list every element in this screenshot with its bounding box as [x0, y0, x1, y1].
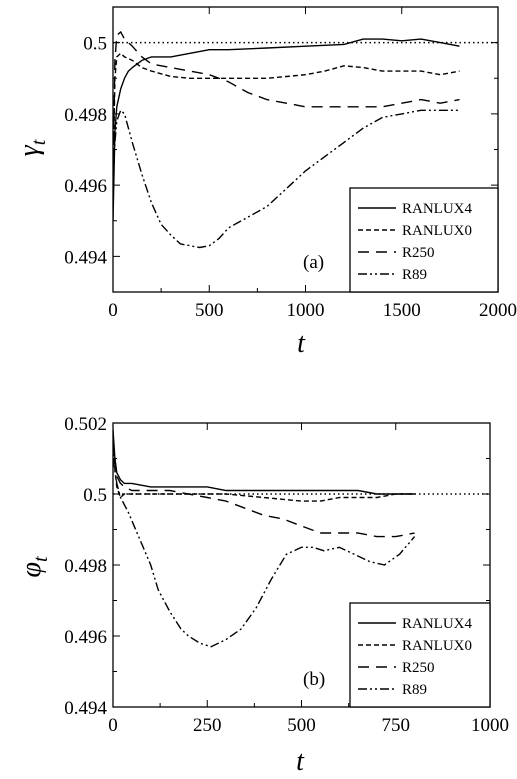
x-tick-label: 0 [108, 715, 118, 736]
legend-label: RANLUX4 [402, 201, 472, 217]
y-axis-label: φt [16, 556, 52, 578]
y-axis-label: γt [14, 139, 50, 156]
legend-label: R250 [402, 245, 435, 261]
x-tick-label: 1000 [287, 300, 325, 321]
y-tick-label: 0.494 [64, 698, 107, 719]
legend-label: R89 [402, 682, 427, 698]
x-tick-label: 0 [108, 300, 118, 321]
series-group [113, 31, 460, 249]
x-tick-label: 250 [193, 715, 222, 736]
x-tick-label: 500 [195, 300, 224, 321]
y-tick-label: 0.5 [83, 485, 107, 506]
x-tick-label: 500 [287, 715, 316, 736]
series-line-r250 [113, 31, 460, 179]
y-tick-label: 0.5 [83, 34, 107, 55]
y-tick-label: 0.498 [64, 105, 107, 126]
series-line-ranlux4 [113, 38, 460, 221]
legend-label: RANLUX0 [402, 638, 472, 654]
legend-label: RANLUX4 [402, 616, 472, 632]
series-line-r250 [113, 440, 415, 538]
x-tick-label: 750 [382, 715, 411, 736]
panel-label: (b) [303, 669, 325, 690]
y-tick-label: 0.496 [64, 176, 107, 197]
y-tick-label: 0.502 [64, 414, 107, 435]
series-line-r89 [113, 458, 416, 648]
series-group [113, 430, 416, 648]
x-tick-label: 1500 [383, 300, 421, 321]
legend-box [349, 187, 499, 293]
panel-b: 0 250 500 750 1000 0.494 0.496 0.498 0.5 0.502 RAN… [16, 414, 509, 777]
series-line-ranlux0 [113, 451, 415, 502]
legend: RANLUX4 RANLUX0 R250 R89 [349, 602, 491, 708]
y-tick-label: 0.498 [64, 556, 107, 577]
panel-a: 0 500 1000 1500 2000 0.494 0.496 0.498 0.5 RANLUX… [14, 6, 517, 359]
y-tick-label: 0.496 [64, 627, 107, 648]
legend-label: R89 [402, 267, 427, 283]
x-tick-label: 1000 [471, 715, 509, 736]
series-line-r89 [113, 109, 460, 249]
x-axis-label: t [296, 746, 305, 777]
y-tick-label: 0.494 [64, 247, 107, 268]
legend-label: RANLUX0 [402, 223, 472, 239]
legend-box [349, 602, 491, 708]
legend-label: R250 [402, 660, 435, 676]
legend: RANLUX4 RANLUX0 R250 R89 [349, 187, 499, 293]
panel-label: (a) [303, 252, 324, 273]
series-line-ranlux0 [113, 52, 460, 186]
x-tick-label: 2000 [479, 300, 517, 321]
series-line-ranlux4 [113, 430, 415, 495]
x-axis-label: t [297, 328, 306, 359]
